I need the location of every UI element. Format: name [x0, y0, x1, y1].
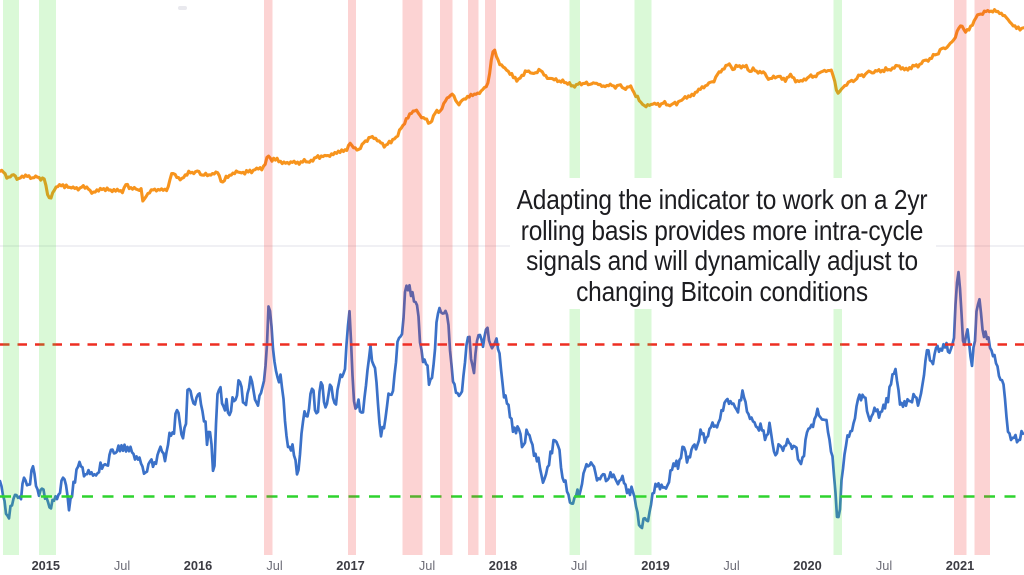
svg-text:2019: 2019 [641, 558, 669, 573]
svg-text:2017: 2017 [336, 558, 364, 573]
svg-text:2020: 2020 [793, 558, 821, 573]
svg-text:Jul: Jul [419, 558, 435, 573]
svg-text:2018: 2018 [489, 558, 517, 573]
svg-text:Jul: Jul [723, 558, 739, 573]
svg-text:Jul: Jul [876, 558, 892, 573]
svg-text:2015: 2015 [32, 558, 60, 573]
svg-text:Jul: Jul [266, 558, 282, 573]
svg-text:Jul: Jul [571, 558, 587, 573]
svg-text:2021: 2021 [946, 558, 974, 573]
svg-text:Jul: Jul [114, 558, 130, 573]
svg-text:2016: 2016 [184, 558, 212, 573]
